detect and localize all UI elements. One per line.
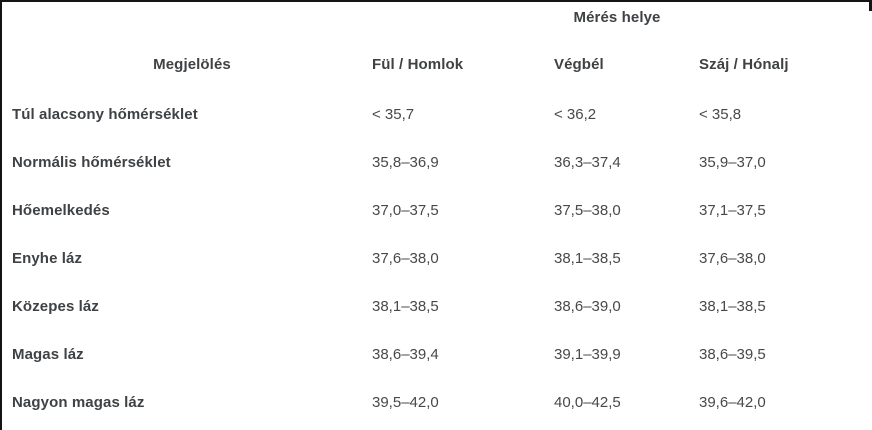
- row-label: Közepes láz: [12, 297, 99, 315]
- temp-value: 38,1–38,5: [699, 297, 766, 315]
- row-label: Normális hőmérséklet: [12, 153, 171, 171]
- group-header-spacer: [12, 2, 372, 32]
- temp-value: 37,5–38,0: [554, 201, 621, 219]
- column-header-row: Megjelölés Fül / Homlok Végbél Száj / Hó…: [12, 32, 862, 90]
- column-header-megjeloles: Megjelölés: [153, 55, 231, 73]
- temp-value: 39,1–39,9: [554, 345, 621, 363]
- row-label: Túl alacsony hőmérséklet: [12, 105, 198, 123]
- temp-value: 37,6–38,0: [372, 249, 439, 267]
- temp-value: 38,6–39,4: [372, 345, 439, 363]
- table-body: Túl alacsony hőmérséklet < 35,7 < 36,2 < 35…: [12, 90, 862, 426]
- group-header-meres-helye: Mérés helye: [573, 8, 661, 26]
- temp-value: 38,6–39,0: [554, 297, 621, 315]
- table-row: Nagyon magas láz 39,5–42,0 40,0–42,5 39,6–4…: [12, 378, 862, 426]
- temp-value: 35,8–36,9: [372, 153, 439, 171]
- temp-value: 37,0–37,5: [372, 201, 439, 219]
- table-row: Túl alacsony hőmérséklet < 35,7 < 36,2 < 35…: [12, 90, 862, 138]
- frame-border-stub: [869, 2, 872, 11]
- group-header-row: Mérés helye: [12, 2, 862, 32]
- temp-value: 38,1–38,5: [554, 249, 621, 267]
- temperature-table: Mérés helye Megjelölés Fül / Homlok Végb…: [12, 2, 862, 426]
- temp-value: < 35,7: [372, 105, 415, 123]
- table-header: Mérés helye Megjelölés Fül / Homlok Végb…: [12, 2, 862, 90]
- row-label: Magas láz: [12, 345, 84, 363]
- column-header-szaj-honalj: Száj / Hónalj: [699, 55, 789, 73]
- row-label: Nagyon magas láz: [12, 393, 145, 411]
- temp-value: 39,6–42,0: [699, 393, 766, 411]
- temp-value: < 36,2: [554, 105, 597, 123]
- temp-value: 35,9–37,0: [699, 153, 766, 171]
- temp-value: 37,6–38,0: [699, 249, 766, 267]
- table-row: Közepes láz 38,1–38,5 38,6–39,0 38,1–38,5: [12, 282, 862, 330]
- column-header-ful-homlok: Fül / Homlok: [372, 55, 464, 73]
- temp-value: 38,6–39,5: [699, 345, 766, 363]
- row-label: Enyhe láz: [12, 249, 83, 267]
- table-row: Enyhe láz 37,6–38,0 38,1–38,5 37,6–38,0: [12, 234, 862, 282]
- temp-value: 39,5–42,0: [372, 393, 439, 411]
- temp-value: 38,1–38,5: [372, 297, 439, 315]
- table-row: Hőemelkedés 37,0–37,5 37,5–38,0 37,1–37,5: [12, 186, 862, 234]
- column-header-vegbel: Végbél: [554, 55, 604, 73]
- table-row: Normális hőmérséklet 35,8–36,9 36,3–37,4 35…: [12, 138, 862, 186]
- temp-value: 36,3–37,4: [554, 153, 621, 171]
- temp-value: 37,1–37,5: [699, 201, 766, 219]
- temp-value: < 35,8: [699, 105, 742, 123]
- row-label: Hőemelkedés: [12, 201, 110, 219]
- table-row: Magas láz 38,6–39,4 39,1–39,9 38,6–39,5: [12, 330, 862, 378]
- temp-value: 40,0–42,5: [554, 393, 621, 411]
